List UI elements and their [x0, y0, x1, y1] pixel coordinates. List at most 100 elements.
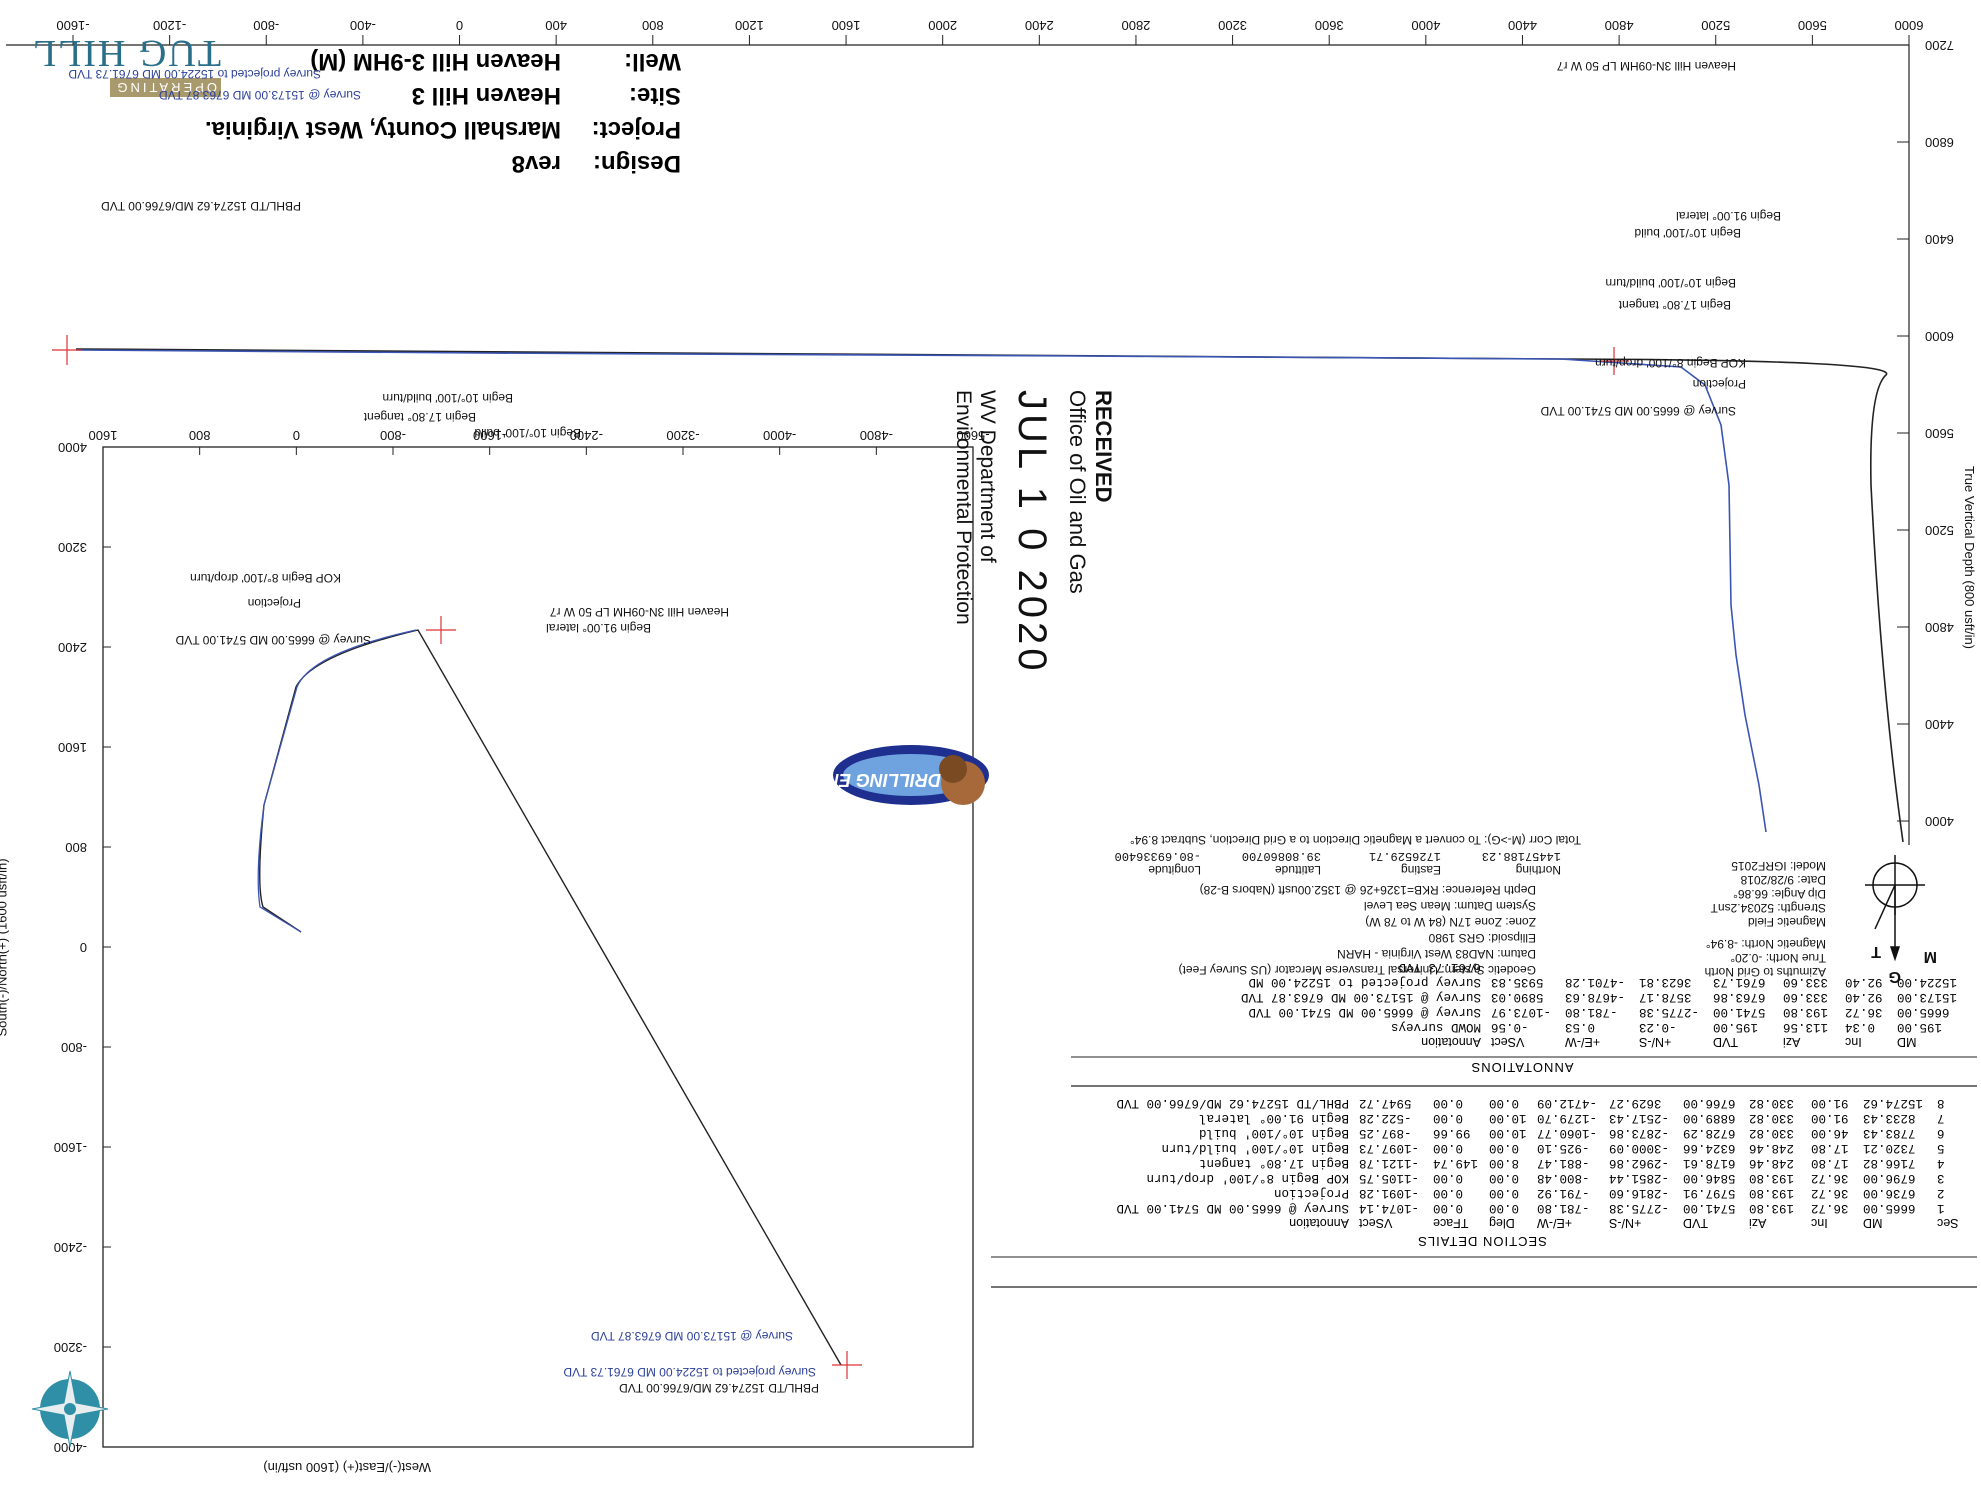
- section-details-cell: -881.47: [1537, 1156, 1590, 1170]
- section-details-cell: 0.00: [1489, 1141, 1520, 1155]
- section-details-cell: 248.46: [1749, 1156, 1795, 1170]
- section-x-tick-label: 5600: [1798, 18, 1827, 33]
- section-y-tick-label: 4400: [1925, 717, 1954, 732]
- coord-northing: 14457188.23: [1481, 849, 1561, 863]
- plan-annotation: Survey @ 15173.00 MD 6763.87 TVD: [590, 1329, 793, 1343]
- section-details-cell: 6665.00: [1863, 1201, 1916, 1215]
- section-x-tick-label: 2800: [1121, 18, 1150, 33]
- coord-header-northing: Northing: [1515, 863, 1561, 877]
- plan-y-tick-label: -4000: [54, 1440, 87, 1455]
- annotations-cell: 15173.00: [1897, 990, 1958, 1004]
- section-details-cell: 1: [1937, 1201, 1945, 1215]
- section-details-cell: 10.00: [1489, 1126, 1527, 1140]
- section-annotation: Begin 91.00° lateral: [1676, 209, 1781, 223]
- coord-header-longitude: Longitude: [1148, 863, 1201, 877]
- section-details-cell: 6766.00: [1683, 1096, 1736, 1110]
- section-details-cell: TVD: [1683, 1216, 1708, 1230]
- north-mark-grid: G: [1888, 968, 1901, 985]
- section-details-cell: 2: [1937, 1186, 1945, 1200]
- annotations-cell: +E/-W: [1565, 1035, 1601, 1049]
- section-details-title: SECTION DETAILS: [1417, 1234, 1547, 1249]
- section-details-cell: -2962.86: [1609, 1156, 1670, 1170]
- annotations-cell: Survey @ 6665.00 MD 5741.00 TVD: [1248, 1005, 1481, 1019]
- well-label: Well:: [624, 48, 681, 75]
- stamp-received: RECEIVED: [1091, 390, 1116, 503]
- azimuths-title: Azimuths to Grid North: [1704, 965, 1826, 979]
- section-x-tick-label: 400: [545, 18, 567, 33]
- section-details-cell: Begin 10°/100' build: [1198, 1126, 1349, 1140]
- section-x-tick-label: 1200: [735, 18, 764, 33]
- section-details-cell: -2517.43: [1609, 1111, 1670, 1125]
- section-details-cell: 5797.91: [1683, 1186, 1736, 1200]
- section-details-cell: -522.28: [1359, 1111, 1412, 1125]
- section-annotation: Begin 17.80° tangent: [1618, 298, 1731, 312]
- section-details-cell: -1060.77: [1537, 1126, 1598, 1140]
- section-details-cell: 6796.00: [1863, 1171, 1916, 1185]
- section-details-cell: 0.00: [1433, 1201, 1464, 1215]
- section-annotation: PBHL/TD 15274.62 MD/6766.00 TVD: [101, 199, 301, 213]
- section-details-cell: 330.82: [1749, 1126, 1795, 1140]
- annotations-cell: 92.40: [1845, 990, 1883, 1004]
- plan-y-tick-label: -800: [61, 1040, 87, 1055]
- section-y-tick-label: 7200: [1925, 38, 1954, 53]
- annotations-cell: -4678.63: [1565, 990, 1626, 1004]
- section-details-cell: 6728.29: [1683, 1126, 1736, 1140]
- plan-annotation: Heaven Hill 3N-09HM LP 50 W r7: [549, 605, 729, 619]
- stamp-department: WV Department of: [976, 390, 999, 563]
- section-details-row: 4 7166.82 17.80 248.46 6178.61 -2962.86 -881.4…: [1089, 1155, 1971, 1170]
- section-y-axis-label: True Vertical Depth (800 usft/in): [1961, 465, 1977, 650]
- plan-annotation: Survey @ 6665.00 MD 5741.00 TVD: [175, 633, 371, 647]
- section-details-cell: 7166.82: [1863, 1156, 1916, 1170]
- section-x-tick-label: 0: [456, 18, 463, 33]
- section-details-cell: -1105.75: [1359, 1171, 1420, 1185]
- coord-header-easting: Easting: [1400, 863, 1441, 877]
- plan-annotation: Projection: [247, 596, 301, 610]
- section-details-cell: -897.25: [1359, 1126, 1412, 1140]
- annotations-row: 15173.00 92.40 333.60 6763.86 3578.17 -4678.6…: [1221, 989, 1971, 1004]
- depth-reference: Depth Reference: RKB=1326+26 @ 1352.00us…: [1199, 883, 1536, 897]
- section-x-tick-label: 2000: [928, 18, 957, 33]
- section-details-cell: Inc: [1811, 1216, 1828, 1230]
- annotations-cell: 0.34: [1845, 1020, 1876, 1034]
- field-date: Date: 9/28/2018: [1740, 873, 1826, 887]
- section-details-cell: 36.72: [1811, 1186, 1849, 1200]
- section-x-tick-label: 800: [642, 18, 664, 33]
- section-annotation: Projection: [1692, 377, 1746, 391]
- section-details-cell: 193.80: [1749, 1201, 1795, 1215]
- survey-trajectory: [75, 349, 1767, 833]
- section-details-cell: MD: [1863, 1216, 1883, 1230]
- section-details-cell: 8: [1937, 1096, 1945, 1110]
- section-details-cell: 17.80: [1811, 1141, 1849, 1155]
- annotations-cell: 6763.86: [1713, 990, 1766, 1004]
- section-details-cell: Survey @ 6665.00 MD 5741.00 TVD: [1116, 1201, 1349, 1215]
- plan-y-tick-label: 3200: [58, 540, 87, 555]
- coord-longitude: -80.69336400: [1114, 849, 1201, 863]
- section-details-cell: 6178.61: [1683, 1156, 1736, 1170]
- design-label: Design:: [592, 150, 681, 177]
- section-x-tick-label: 6000: [1895, 18, 1924, 33]
- section-y-tick-label: 5200: [1925, 523, 1954, 538]
- section-annotation: Begin 10°/100' build/turn: [1605, 276, 1736, 290]
- project-name: Marshall County, West Virginia.: [204, 116, 561, 143]
- plan-x-tick-label: -800: [380, 428, 406, 443]
- section-details-cell: Projection: [1273, 1186, 1349, 1200]
- section-plot: -1600 -1200 -800 -400 0 400 800 1200 1600 2000 240…: [6, 18, 1954, 845]
- annotations-cell: -1073.97: [1491, 1005, 1552, 1019]
- section-details-cell: -3000.09: [1609, 1141, 1670, 1155]
- section-details-cell: +E/-W: [1537, 1216, 1573, 1230]
- north-arrow: [1865, 855, 1925, 962]
- annotations-row: 6665.00 36.72 193.80 5741.00 -2775.38 -781.80…: [1221, 1004, 1971, 1019]
- section-details-cell: 36.72: [1811, 1201, 1849, 1215]
- plan-annotation: Begin 10°/100' build: [474, 426, 581, 440]
- section-details-cell: Azi: [1749, 1216, 1767, 1230]
- annotations-cell: 195.00: [1897, 1020, 1943, 1034]
- plan-x-tick-label: 800: [189, 428, 211, 443]
- ellipsoid: Ellipsoid: GRS 1980: [1428, 931, 1536, 945]
- annotations-row: 195.00 0.34 113.56 195.00 -0.23 0.53 -0.56 MOWD…: [1221, 1019, 1971, 1034]
- site-label: Site:: [628, 82, 681, 109]
- section-x-tick-label: 2400: [1025, 18, 1054, 33]
- annotations-cell: -0.56: [1491, 1020, 1529, 1034]
- section-details-cell: 193.80: [1749, 1186, 1795, 1200]
- section-details-cell: -781.80: [1537, 1201, 1590, 1215]
